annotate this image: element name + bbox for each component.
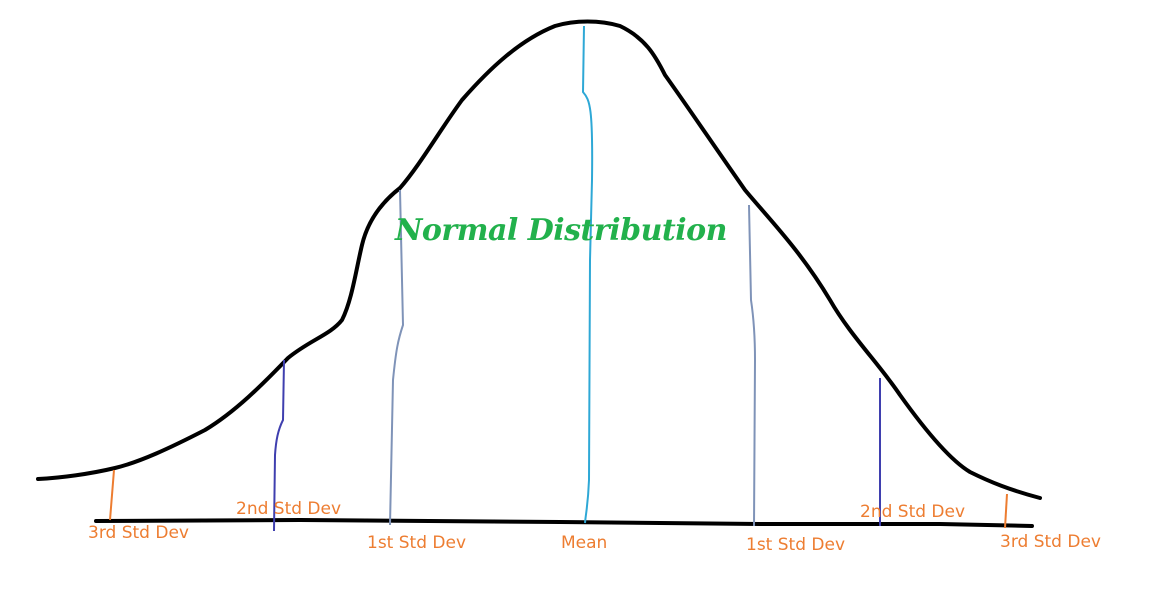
label-std1-left: 1st Std Dev: [367, 533, 466, 553]
label-std3-left: 3rd Std Dev: [88, 523, 189, 543]
label-std2-right: 2nd Std Dev: [860, 502, 965, 522]
bell-curve: [36, 19, 1042, 500]
diagram-title: Normal Distribution: [394, 213, 727, 248]
label-mean: Mean: [561, 533, 607, 553]
label-std3-right: 3rd Std Dev: [1000, 532, 1101, 552]
std1-left-line: [389, 189, 405, 526]
std1-right-line: [748, 204, 757, 527]
mean-line: [581, 25, 594, 524]
std3-right-line: [1004, 493, 1008, 529]
label-std2-left: 2nd Std Dev: [236, 499, 341, 519]
std2-left-line: [273, 359, 285, 532]
label-std1-right: 1st Std Dev: [746, 535, 845, 555]
baseline: [94, 517, 1034, 528]
std3-left-line: [109, 469, 115, 521]
